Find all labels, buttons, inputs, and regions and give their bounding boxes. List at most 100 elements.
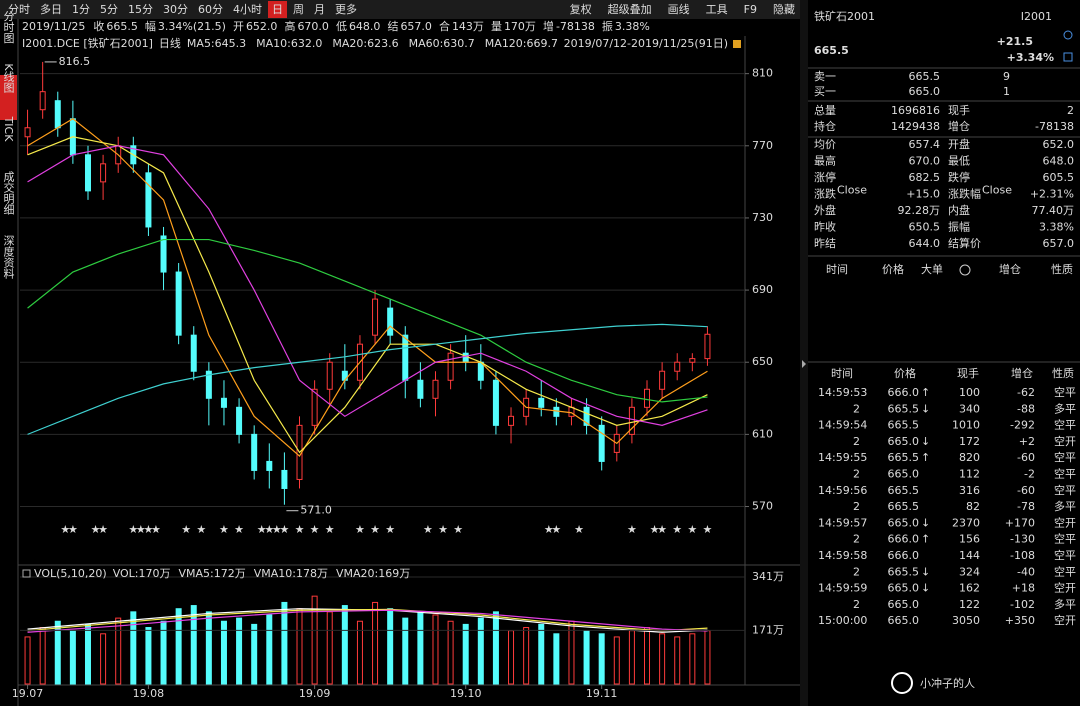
candle-body [644, 388, 651, 408]
volume-bar [689, 633, 696, 685]
volume-bar [281, 601, 288, 685]
toolbar-tab[interactable]: 画线 [668, 2, 690, 16]
sidebar-tab[interactable]: K线图 [2, 63, 15, 93]
info-value: 143万 [452, 20, 484, 33]
toolbar-tab[interactable]: 分时 [8, 3, 30, 16]
toolbar-tab[interactable]: 更多 [335, 2, 357, 16]
trade-volume: 340 [959, 402, 980, 415]
volume-bar [674, 636, 681, 685]
star: ★ [181, 523, 191, 536]
toolbar-tab[interactable]: 30分 [163, 3, 188, 16]
trade-type: 多平 [1054, 499, 1076, 513]
trade-price: 665.0 [888, 582, 920, 595]
volume-bar [130, 611, 137, 685]
trade-volume: 82 [966, 500, 980, 513]
candle-body [84, 154, 91, 192]
toolbar-tab[interactable]: 日 [272, 3, 283, 16]
trade-price: 665.5 [888, 402, 920, 415]
trade-time: 2 [853, 598, 860, 611]
volume-bar [583, 630, 590, 685]
book-volume: 9 [1003, 70, 1010, 83]
toolbar-tab[interactable]: 多日 [40, 2, 62, 16]
star: ★ [627, 523, 637, 536]
trade-time: 14:59:55 [818, 451, 867, 464]
sidebar-tab[interactable]: 深度资料 [2, 235, 15, 280]
book-label: 买一 [814, 85, 836, 98]
toolbar-tab[interactable]: 5分 [100, 3, 118, 16]
stat-label: 开盘 [948, 137, 970, 151]
book-volume: 1 [1003, 85, 1010, 98]
stat-label: 跌停 [948, 170, 970, 184]
candle-body [387, 307, 394, 336]
settings-icon[interactable] [959, 264, 971, 276]
star: ★ [370, 523, 380, 536]
trade-type: 空开 [1054, 613, 1076, 627]
sidebar-tab[interactable]: TICK [2, 116, 15, 143]
trade-time: 14:59:54 [818, 419, 867, 432]
stat-value: 1429438 [891, 120, 940, 133]
candle-body [674, 361, 681, 372]
tab[interactable]: 时间 [826, 263, 848, 276]
tab[interactable]: 性质 [1051, 262, 1073, 276]
toolbar-tab[interactable]: 60分 [198, 3, 223, 16]
toolbar-tab[interactable]: 隐藏 [773, 3, 795, 16]
trade-type: 多平 [1054, 597, 1076, 611]
volume-bar [205, 611, 212, 685]
candle-body [402, 334, 409, 381]
stat-value: +2.31% [1030, 188, 1074, 201]
stat-label: 结算价 [948, 236, 981, 250]
toolbar-tab[interactable]: 周 [293, 3, 304, 16]
star: ★ [551, 523, 561, 536]
candle-body [417, 379, 424, 399]
toolbar-tab[interactable]: 1分 [72, 3, 90, 16]
toolbar-tab[interactable]: F9 [744, 3, 757, 16]
tab[interactable]: 大单 [921, 262, 943, 276]
toolbar-tab[interactable]: 4小时 [233, 3, 262, 16]
info-value: 3.38% [615, 20, 650, 33]
info-label: 结 [387, 20, 398, 33]
trade-change: -292 [1010, 419, 1035, 432]
checkbox[interactable] [22, 569, 31, 578]
candle-body [100, 163, 107, 183]
tab[interactable]: 价格 [882, 262, 904, 276]
trade-type: 空平 [1054, 385, 1076, 399]
toolbar-tab[interactable]: 15分 [128, 3, 153, 16]
candle-body [508, 415, 515, 426]
volume-bar [145, 627, 152, 685]
sidebar-tab[interactable]: 分时图 [2, 10, 15, 44]
star: ★ [385, 523, 395, 536]
trade-price: 665.5 [888, 484, 920, 497]
more-icon[interactable] [1063, 52, 1073, 62]
active-side-tab [0, 75, 17, 120]
sidebar-tab[interactable]: 成交明细 [2, 171, 15, 215]
stat-value: 657.4 [909, 138, 941, 151]
candle-body [220, 397, 227, 408]
alert-icon[interactable] [1063, 30, 1073, 40]
star: ★ [703, 523, 713, 536]
volume-bar [190, 605, 197, 685]
trade-time: 14:59:59 [818, 582, 867, 595]
info-date: 2019/11/25 [22, 20, 85, 33]
trade-arrow: ↓ [921, 435, 930, 448]
ma-line [27, 608, 708, 632]
toolbar-tab[interactable]: 工具 [706, 3, 728, 16]
trade-volume: 144 [959, 549, 980, 562]
toolbar-tab[interactable]: 月 [314, 3, 325, 16]
x-tick-label: 19.10 [450, 687, 482, 700]
volume-bar [538, 623, 545, 685]
candle-body [54, 100, 61, 129]
volume-bar [402, 617, 409, 685]
trade-volume: 122 [959, 598, 980, 611]
toolbar-tab[interactable]: 复权 [570, 2, 592, 16]
tab[interactable]: 增仓 [999, 262, 1021, 276]
quote-name: 铁矿石2001 [814, 10, 875, 23]
toolbar-tab[interactable]: 超级叠加 [608, 2, 652, 16]
splitter[interactable] [800, 0, 808, 706]
lock-icon[interactable] [733, 40, 741, 48]
info-label: 低 [336, 20, 347, 33]
star: ★ [264, 523, 274, 536]
trade-change: -88 [1017, 402, 1035, 415]
splitter-arrow[interactable] [802, 360, 806, 368]
star: ★ [453, 523, 463, 536]
